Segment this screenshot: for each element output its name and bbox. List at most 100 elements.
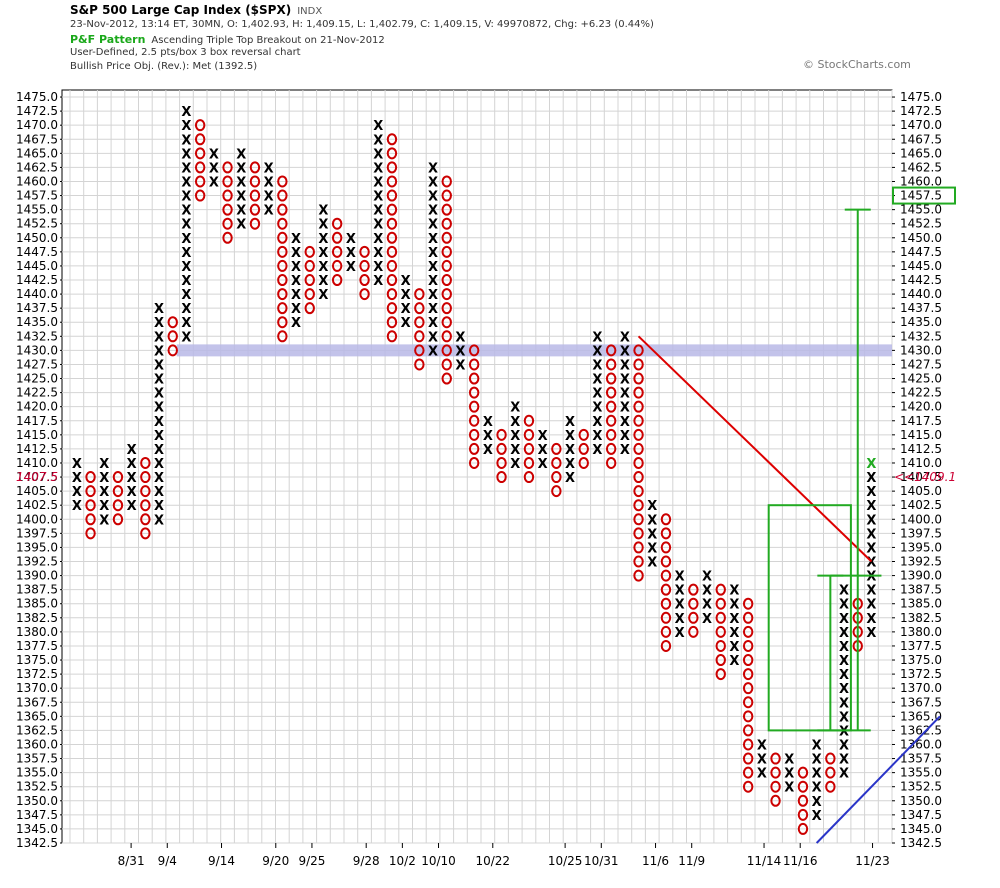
pf-x-mark: X [181,302,191,317]
y-tick-left: 1367.5 [16,695,58,709]
pf-o-mark [551,456,562,469]
pf-x-mark: X [620,443,630,458]
pf-o-mark [797,780,809,793]
pf-x-mark: X [839,584,849,599]
pf-x-mark: X [620,330,630,345]
y-tick-right: 1372.5 [900,667,942,681]
y-tick-right: 1362.5 [900,723,942,737]
pf-x-mark: X [236,218,246,233]
pf-x-mark: X [291,316,301,331]
pf-x-mark: X [675,612,685,627]
pf-o-mark [633,400,644,413]
pf-o-mark [277,259,288,272]
pf-x-mark: X [209,161,219,176]
pf-o-mark [825,752,836,765]
pf-o-mark [551,442,562,455]
pf-o-mark [715,639,726,652]
pf-o-mark [441,259,452,272]
pf-x-mark: X [812,809,822,824]
pf-x-mark: X [538,443,548,458]
pf-o-mark [414,358,425,371]
pf-x-mark: X [784,781,794,796]
y-tick-right: 1440.0 [900,287,942,301]
pf-x-mark: X [181,119,191,134]
pf-o-mark [194,133,206,146]
pf-x-mark: X [373,147,383,162]
pf-x-mark: X [318,288,328,303]
pf-o-mark [386,302,398,315]
pf-x-mark: X [264,161,274,176]
pattern-label: P&F Pattern [70,33,146,46]
pf-x-mark: X [647,513,657,528]
y-tick-left: 1420.0 [16,400,58,414]
pf-o-mark [386,175,398,188]
pf-o-mark [742,668,754,681]
pf-x-mark: X [620,387,630,402]
pf-x-mark: X [373,190,383,205]
pf-o-mark [441,316,452,329]
stockcharts-credit[interactable]: © StockCharts.com [803,58,911,71]
pf-o-mark [633,344,644,357]
y-tick-left: 1410.0 [16,456,58,470]
pf-x-mark: X [729,640,739,655]
pf-x-mark: X [401,274,411,289]
pf-x-mark: X [784,753,794,768]
y-tick-left: 1417.5 [16,414,58,428]
pf-x-mark: X [620,429,630,444]
pf-o-mark [304,302,315,315]
pf-o-mark [797,808,809,821]
pf-x-mark: X [154,429,164,444]
pf-o-mark [605,400,617,413]
y-tick-left: 1352.5 [16,780,58,794]
pf-x-mark: X [647,541,657,556]
y-tick-left: 1350.0 [16,794,58,808]
pf-x-mark: X [428,246,438,261]
pf-x-mark: X [839,682,849,697]
pf-o-mark [770,794,781,807]
pf-x-mark: X [291,288,301,303]
pf-o-mark [194,147,206,160]
y-tick-right: 1377.5 [900,639,942,653]
pf-o-mark [468,428,480,441]
x-tick-label: 11/23 [855,854,890,868]
pf-o-mark [441,203,452,216]
pf-o-mark [112,485,124,498]
pf-x-mark: X [592,358,602,373]
pf-x-mark: X [154,443,164,458]
pf-o-mark [85,485,96,498]
pf-o-mark [742,682,754,695]
pf-o-mark [441,288,452,301]
pf-o-mark [386,330,398,343]
pf-o-mark [386,147,398,160]
pf-current-x-mark: X [866,457,876,472]
pf-o-mark [468,442,480,455]
pf-o-mark [688,625,699,638]
pf-x-mark: X [181,133,191,148]
y-tick-right: 1442.5 [900,273,942,287]
pf-x-mark: X [181,105,191,120]
y-tick-right: 1350.0 [900,794,942,808]
pf-x-mark: X [318,246,328,261]
pf-x-mark: X [592,443,602,458]
pf-x-mark: X [839,598,849,613]
pf-x-mark: X [236,161,246,176]
pf-x-mark: X [729,612,739,627]
pf-o-mark [715,611,726,624]
pf-o-mark [660,555,672,568]
pf-o-mark [523,471,535,484]
pf-o-mark [633,428,644,441]
y-tick-left: 1452.5 [16,217,58,231]
pf-x-mark: X [154,330,164,345]
pf-x-mark: X [620,358,630,373]
y-tick-left: 1427.5 [16,357,58,371]
pf-o-mark [140,499,151,512]
pf-o-mark [222,231,233,244]
pf-o-mark [414,316,425,329]
y-tick-right: 1375.0 [900,653,942,667]
pf-o-mark [633,372,644,385]
x-tick-label: 9/14 [208,854,235,868]
pf-o-mark [140,456,151,469]
pf-o-mark [605,414,617,427]
y-tick-left: 1455.0 [16,203,58,217]
y-tick-left: 1387.5 [16,583,58,597]
